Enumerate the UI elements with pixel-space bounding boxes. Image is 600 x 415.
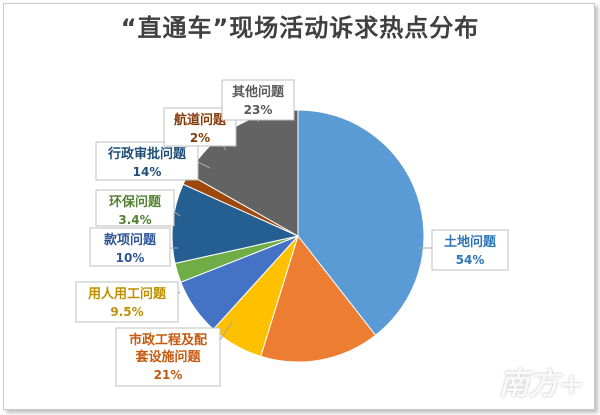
slice-value-label-2: 9.5%: [110, 305, 143, 319]
slice-value-label-5: 14%: [133, 165, 162, 179]
label-box-0: [431, 229, 509, 271]
label-box-7: [221, 79, 295, 121]
label-box-2: [75, 281, 179, 323]
slice-label-4: 环保问题: [109, 194, 162, 210]
slice-value-label-3: 10%: [116, 251, 145, 265]
slice-value-label-7: 23%: [244, 103, 273, 117]
slice-label-1-line-1: 套设施问题: [134, 349, 201, 365]
label-box-3: [89, 227, 171, 267]
pie-slice-1: [260, 234, 377, 363]
leader-line-1: [219, 321, 233, 341]
slice-label-5: 行政审批问题: [107, 146, 187, 162]
slice-value-label-1: 21%: [154, 368, 183, 382]
watermark-logo: 南方+: [498, 367, 584, 402]
pie-slice-0: [297, 109, 425, 336]
chart-title: “直通车”现场活动诉求热点分布: [120, 14, 480, 42]
slice-value-label-0: 54%: [456, 253, 485, 267]
slice-label-0: 土地问题: [444, 234, 497, 250]
slice-label-6: 航道问题: [174, 112, 227, 128]
slice-label-7: 其他问题: [232, 84, 285, 100]
slice-value-label-4: 3.4%: [118, 213, 151, 227]
leader-line-5: [197, 161, 211, 169]
label-box-4: [95, 189, 175, 227]
slice-label-2: 用人用工问题: [87, 286, 167, 302]
slice-value-label-6: 2%: [190, 131, 210, 145]
label-box-1: [115, 327, 221, 387]
slice-label-3: 款项问题: [104, 232, 157, 248]
label-box-5: [95, 141, 199, 181]
slice-label-1-line-0: 市政工程及配: [129, 332, 207, 348]
